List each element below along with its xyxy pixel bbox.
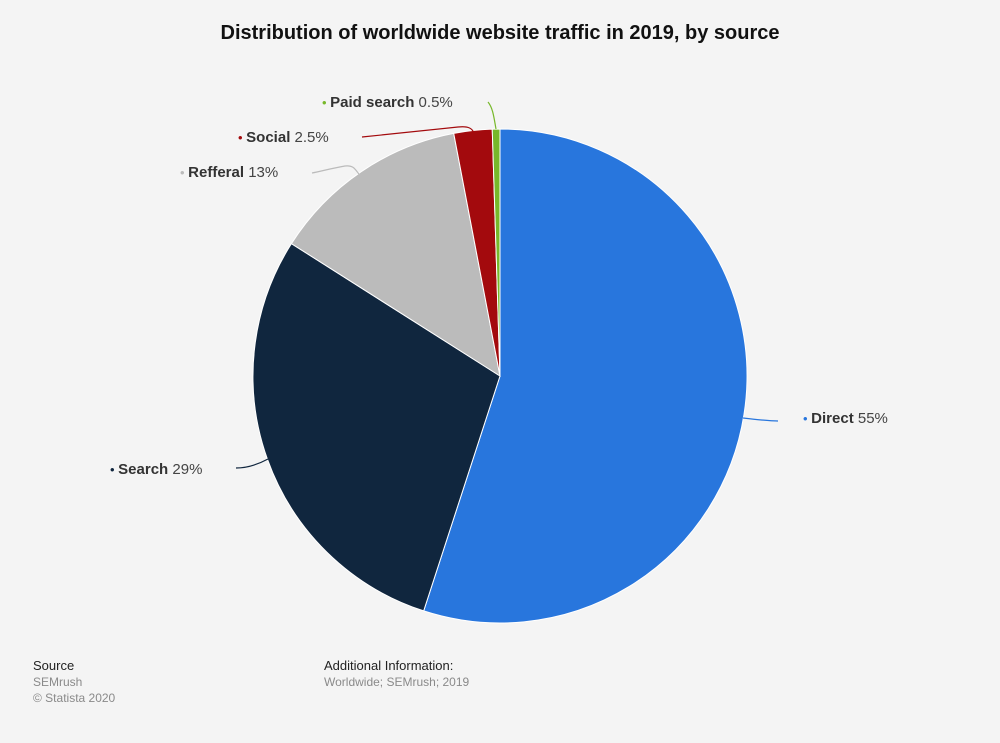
slice-name: Refferal — [188, 164, 244, 181]
pie-slice-paid-search[interactable] — [491, 128, 501, 377]
pie-slice-direct[interactable] — [423, 128, 748, 624]
legend-bullet-icon: • — [180, 165, 188, 180]
pie-slice-refferal[interactable] — [290, 132, 501, 378]
additional-info-heading: Additional Information: — [324, 658, 454, 673]
slice-label-paid-search: • Paid search 0.5% — [322, 94, 453, 111]
legend-bullet-icon: • — [803, 411, 811, 426]
chart-title: Distribution of worldwide website traffi… — [220, 22, 780, 44]
leader-line-refferal — [311, 165, 363, 179]
leader-line-direct — [742, 417, 779, 422]
leader-line-paid-search — [487, 101, 497, 130]
legend-bullet-icon: • — [322, 95, 330, 110]
slice-label-direct: • Direct 55% — [803, 410, 888, 427]
slice-value: 0.5% — [414, 94, 452, 111]
slice-labels: • Direct 55%• Search 29%• Refferal 13%• … — [110, 94, 888, 478]
copyright: © Statista 2020 — [33, 691, 116, 705]
leader-line-social — [361, 126, 475, 138]
slice-value: 13% — [244, 164, 278, 181]
slice-label-search: • Search 29% — [110, 461, 202, 478]
source-name: SEMrush — [33, 675, 83, 689]
legend-bullet-icon: • — [110, 462, 118, 477]
legend-bullet-icon: • — [238, 130, 246, 145]
slice-value: 2.5% — [290, 129, 328, 146]
slice-value: 55% — [854, 410, 888, 427]
slice-label-social: • Social 2.5% — [238, 129, 329, 146]
additional-info-block: Additional Information: Worldwide; SEMru… — [324, 658, 469, 690]
slice-label-refferal: • Refferal 13% — [180, 164, 278, 181]
leader-lines — [235, 101, 779, 469]
slice-value: 29% — [168, 461, 202, 478]
slice-name: Search — [118, 461, 168, 478]
source-heading: Source — [33, 658, 75, 673]
slice-name: Direct — [811, 410, 854, 427]
pie-slices — [252, 128, 748, 624]
additional-info-text: Worldwide; SEMrush; 2019 — [324, 675, 470, 689]
source-block: Source SEMrush © Statista 2020 — [33, 658, 115, 706]
slice-name: Social — [246, 129, 290, 146]
slice-name: Paid search — [330, 94, 414, 111]
leader-line-search — [235, 458, 269, 469]
